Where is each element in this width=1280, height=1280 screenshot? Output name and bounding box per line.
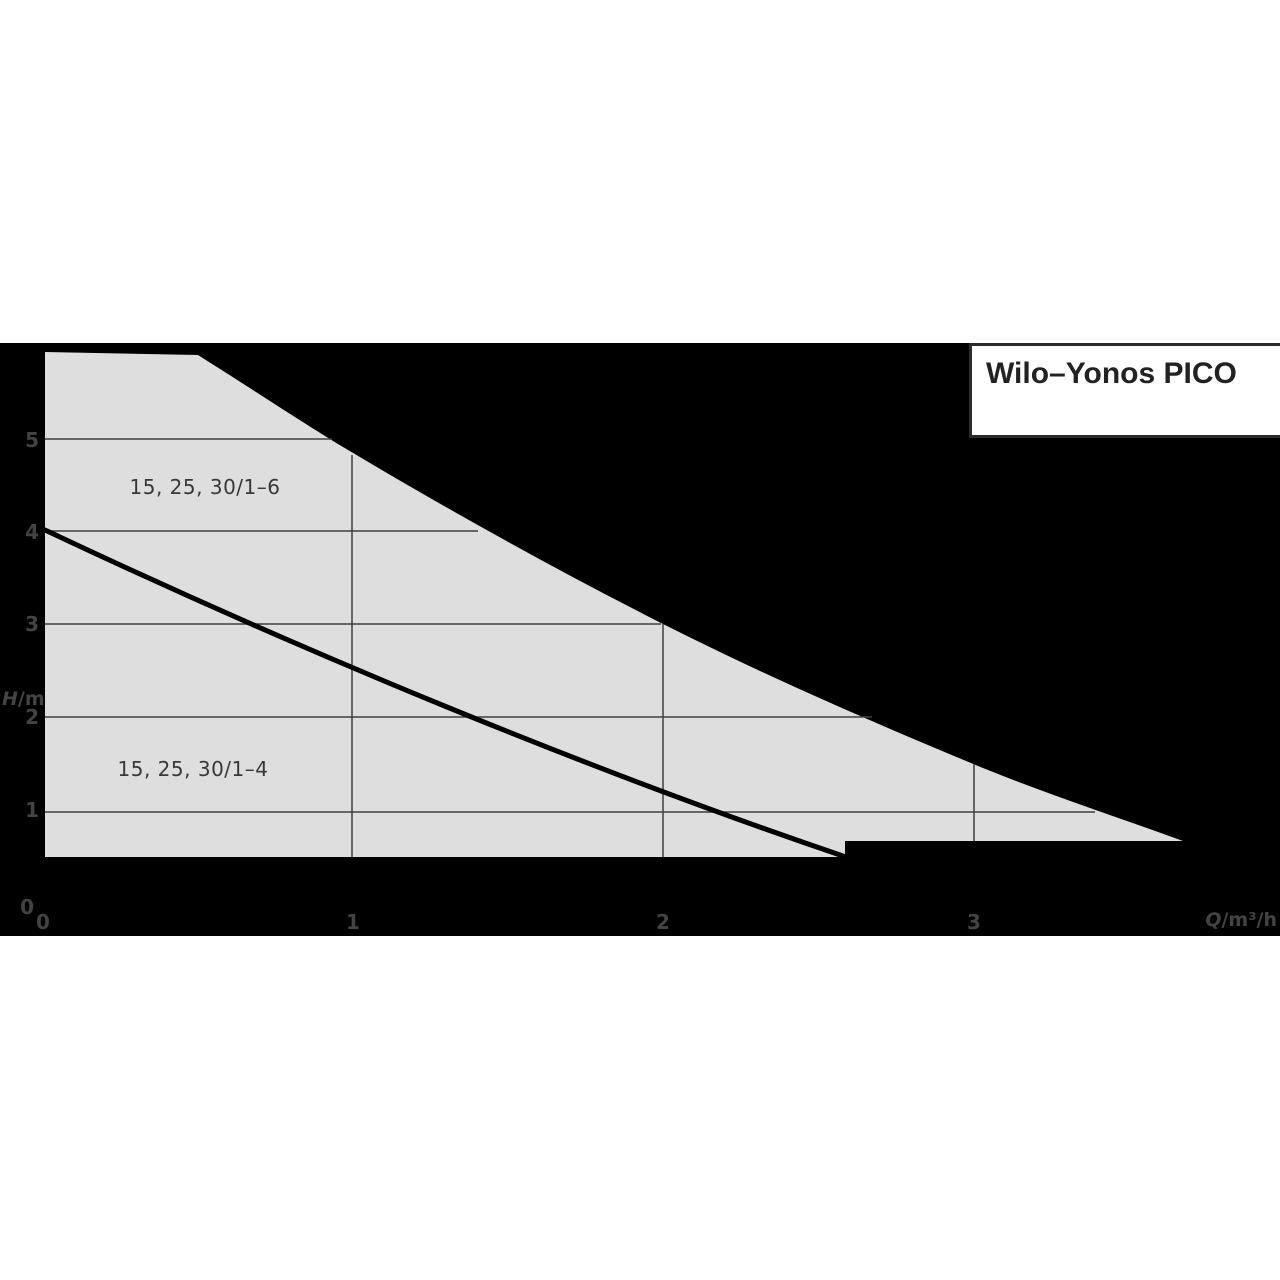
y-tick-3: 3	[25, 612, 39, 636]
y-tick-0: 0	[20, 895, 34, 919]
field-label-1-4: 15, 25, 30/1–4	[117, 757, 269, 781]
x-tick-0: 0	[36, 910, 50, 934]
pump-performance-chart	[42, 352, 1183, 859]
x-tick-1: 1	[346, 910, 360, 934]
chart-band: H/m Q/m³/h 5 4 3 2 1 0 0 1 2 3 15, 25, 3…	[0, 343, 1280, 936]
title-box: Wilo–Yonos PICO	[969, 343, 1280, 438]
y-tick-1: 1	[25, 798, 39, 822]
y-tick-4: 4	[25, 520, 39, 544]
y-axis-unit-label: H/m	[2, 688, 45, 710]
x-tick-3: 3	[967, 910, 981, 934]
y-tick-5: 5	[25, 428, 39, 452]
x-axis-symbol: Q	[1205, 909, 1222, 931]
y-tick-2: 2	[25, 705, 39, 729]
chart-title: Wilo–Yonos PICO	[986, 357, 1237, 390]
max-curve-1-4	[42, 527, 846, 859]
grid-lines	[45, 438, 1095, 857]
y-axis-symbol: H	[2, 688, 18, 710]
x-axis-unit: /m³/h	[1221, 909, 1277, 931]
pump-field-area	[45, 352, 1183, 857]
y-axis-unit: /m	[17, 688, 45, 710]
x-tick-2: 2	[656, 910, 670, 934]
x-axis-unit-label: Q/m³/h	[1205, 909, 1277, 931]
field-label-1-6: 15, 25, 30/1–6	[129, 475, 281, 499]
